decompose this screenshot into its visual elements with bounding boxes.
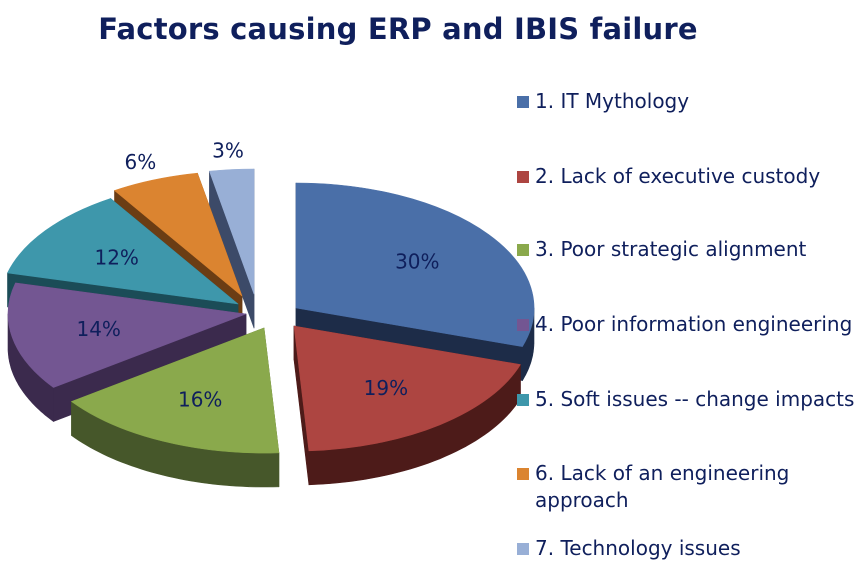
legend-label-5: 5. Soft issues -- change impacts — [535, 387, 855, 411]
pie-slice-2 — [293, 325, 521, 452]
legend-item-1: 1. IT Mythology — [512, 88, 862, 115]
legend-item-4: 4. Poor information engineering — [512, 311, 862, 338]
pie-slice-3-value-label: 16% — [178, 387, 222, 411]
legend-swatch-7 — [517, 543, 529, 555]
pie-slice-2-value-label: 19% — [364, 376, 408, 400]
pie-slice-5 — [7, 198, 239, 305]
legend-item-6: 6. Lack of an engineering approach — [512, 460, 862, 514]
legend-swatch-1 — [517, 96, 529, 108]
legend-label-7: 7. Technology issues — [535, 536, 741, 560]
legend-item-3: 3. Poor strategic alignment — [512, 236, 862, 263]
pie-slice-3 — [71, 327, 280, 454]
pie-slice-7 — [209, 168, 255, 295]
pie-slice-6 — [114, 172, 243, 297]
pie-slice-1-value-label: 30% — [395, 250, 439, 274]
pie-slice-1 — [295, 182, 535, 347]
legend-swatch-2 — [517, 171, 529, 183]
pie-slice-7-value-label: 3% — [212, 139, 244, 163]
legend-item-7: 7. Technology issues — [512, 535, 862, 562]
pie-slice-6-value-label: 6% — [125, 150, 157, 174]
legend-swatch-3 — [517, 244, 529, 256]
legend-label-4: 4. Poor information engineering — [535, 312, 853, 336]
pie-slice-5-value-label: 12% — [94, 246, 138, 270]
legend-swatch-5 — [517, 394, 529, 406]
legend-item-5: 5. Soft issues -- change impacts — [512, 386, 862, 413]
legend-swatch-4 — [517, 319, 529, 331]
pie-slice-4 — [7, 282, 247, 388]
legend-label-6: 6. Lack of an engineering approach — [535, 461, 790, 512]
legend-swatch-6 — [517, 468, 529, 480]
chart-title: Factors causing ERP and IBIS failure — [98, 12, 698, 46]
pie-slice-4-value-label: 14% — [76, 317, 120, 341]
legend-label-2: 2. Lack of executive custody — [535, 164, 821, 188]
legend-label-3: 3. Poor strategic alignment — [535, 237, 807, 261]
legend-item-2: 2. Lack of executive custody — [512, 163, 862, 190]
legend-label-1: 1. IT Mythology — [535, 89, 690, 113]
